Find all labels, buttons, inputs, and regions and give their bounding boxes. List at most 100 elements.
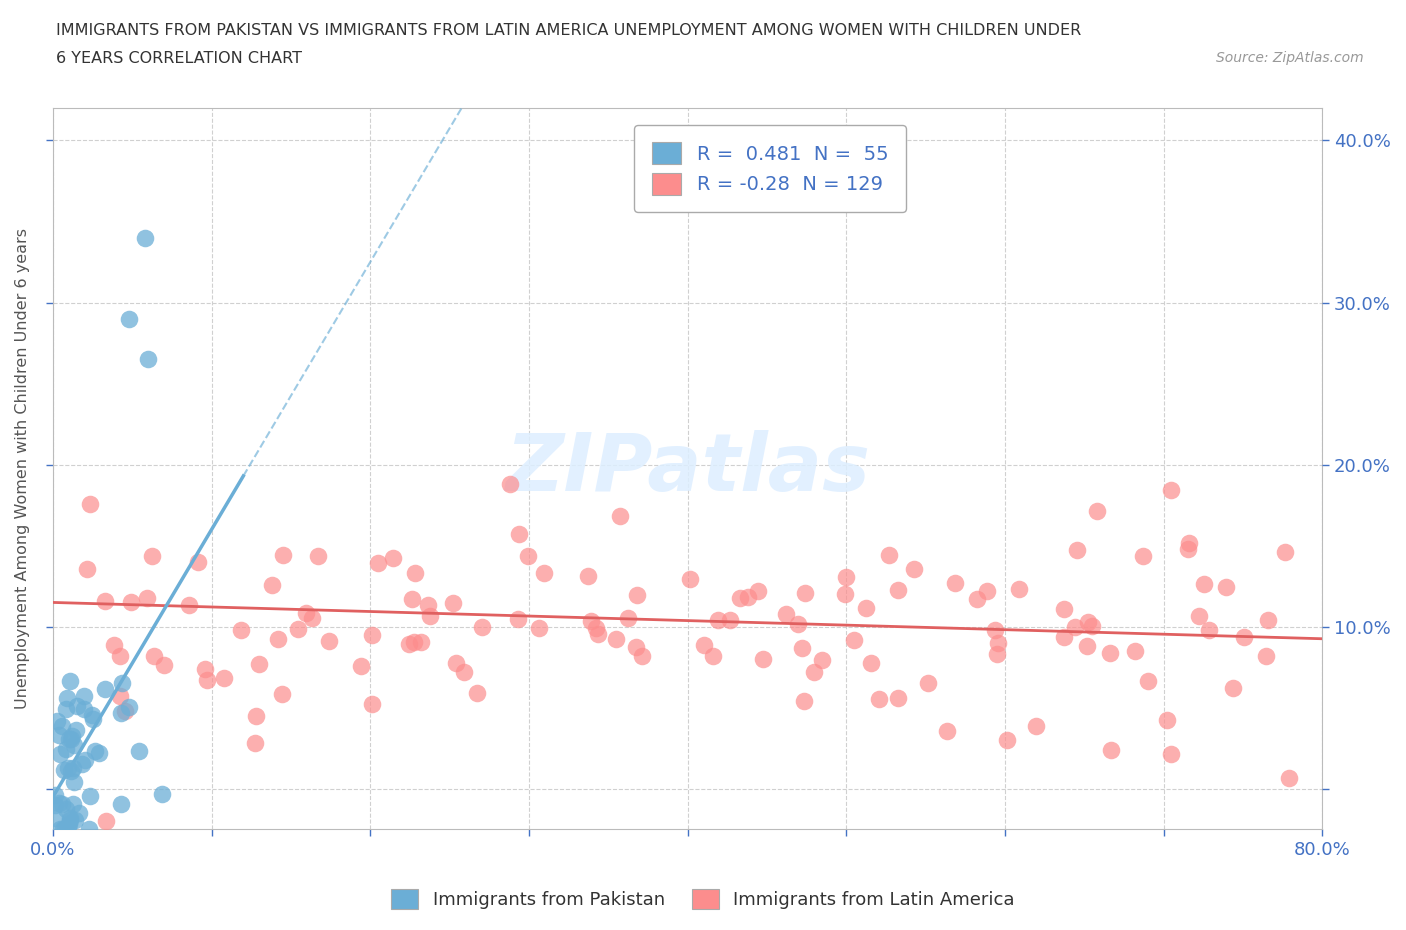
Point [94, 814, 117, 829]
Point [605, 631, 627, 646]
Point [835, 570, 858, 585]
Point [110, 796, 132, 811]
Point [245, 708, 267, 723]
Point [1177, 542, 1199, 557]
Point [517, 548, 540, 563]
Point [367, 555, 389, 570]
Point [844, 632, 866, 647]
Text: Source: ZipAtlas.com: Source: ZipAtlas.com [1216, 51, 1364, 65]
Point [212, 671, 235, 685]
Point [62, 797, 84, 812]
Point [295, 606, 318, 621]
Point [48, 795, 70, 810]
Point [58, 819, 80, 834]
Point [136, 352, 159, 366]
Point [247, 657, 270, 671]
Point [66, 698, 89, 713]
Point [1025, 718, 1047, 733]
Point [231, 622, 253, 637]
Point [79, 497, 101, 512]
Point [44, 810, 66, 825]
Point [626, 588, 648, 603]
Point [51, 719, 73, 734]
Point [1156, 712, 1178, 727]
Point [499, 476, 522, 491]
Point [624, 639, 647, 654]
Point [966, 591, 988, 606]
Point [1098, 645, 1121, 660]
Point [887, 582, 910, 597]
Point [398, 636, 420, 651]
Point [728, 590, 751, 604]
Point [775, 606, 797, 621]
Legend: Immigrants from Pakistan, Immigrants from Latin America: Immigrants from Pakistan, Immigrants fro… [384, 882, 1022, 916]
Point [262, 578, 284, 592]
Point [287, 621, 309, 636]
Point [80, 708, 103, 723]
Point [609, 509, 631, 524]
Point [52, 763, 75, 777]
Point [128, 744, 150, 759]
Point [65, 723, 87, 737]
Point [508, 526, 530, 541]
Point [271, 686, 294, 701]
Point [409, 634, 432, 649]
Point [110, 706, 132, 721]
Point [787, 617, 810, 631]
Point [58, 732, 80, 747]
Point [72, 702, 94, 717]
Point [1198, 623, 1220, 638]
Point [59, 732, 82, 747]
Point [581, 614, 603, 629]
Point [1278, 770, 1301, 785]
Point [617, 611, 640, 626]
Point [1257, 613, 1279, 628]
Point [318, 634, 340, 649]
Point [887, 691, 910, 706]
Point [273, 547, 295, 562]
Point [177, 598, 200, 613]
Point [747, 584, 769, 599]
Point [194, 661, 217, 676]
Point [59, 810, 82, 825]
Point [1063, 619, 1085, 634]
Point [404, 635, 426, 650]
Point [868, 691, 890, 706]
Point [110, 676, 132, 691]
Point [51, 797, 73, 812]
Point [987, 635, 1010, 650]
Point [108, 648, 131, 663]
Point [903, 561, 925, 576]
Point [1178, 536, 1201, 551]
Point [83, 744, 105, 759]
Point [1132, 548, 1154, 563]
Point [75, 752, 97, 767]
Point [267, 631, 290, 646]
Point [935, 724, 957, 738]
Point [73, 689, 96, 704]
Point [187, 554, 209, 569]
Point [527, 620, 550, 635]
Point [63, 813, 86, 828]
Point [877, 548, 900, 563]
Point [471, 619, 494, 634]
Point [49, 822, 72, 837]
Point [1215, 579, 1237, 594]
Point [82, 711, 104, 726]
Point [55, 691, 77, 706]
Point [381, 551, 404, 565]
Point [120, 595, 142, 610]
Point [810, 653, 832, 668]
Point [707, 613, 730, 628]
Point [135, 591, 157, 605]
Point [693, 638, 716, 653]
Point [243, 736, 266, 751]
Point [1087, 504, 1109, 519]
Point [63, 737, 86, 752]
Point [48, 727, 70, 742]
Point [94, 593, 117, 608]
Point [118, 699, 141, 714]
Point [56, 761, 79, 776]
Point [1123, 644, 1146, 658]
Point [444, 655, 467, 670]
